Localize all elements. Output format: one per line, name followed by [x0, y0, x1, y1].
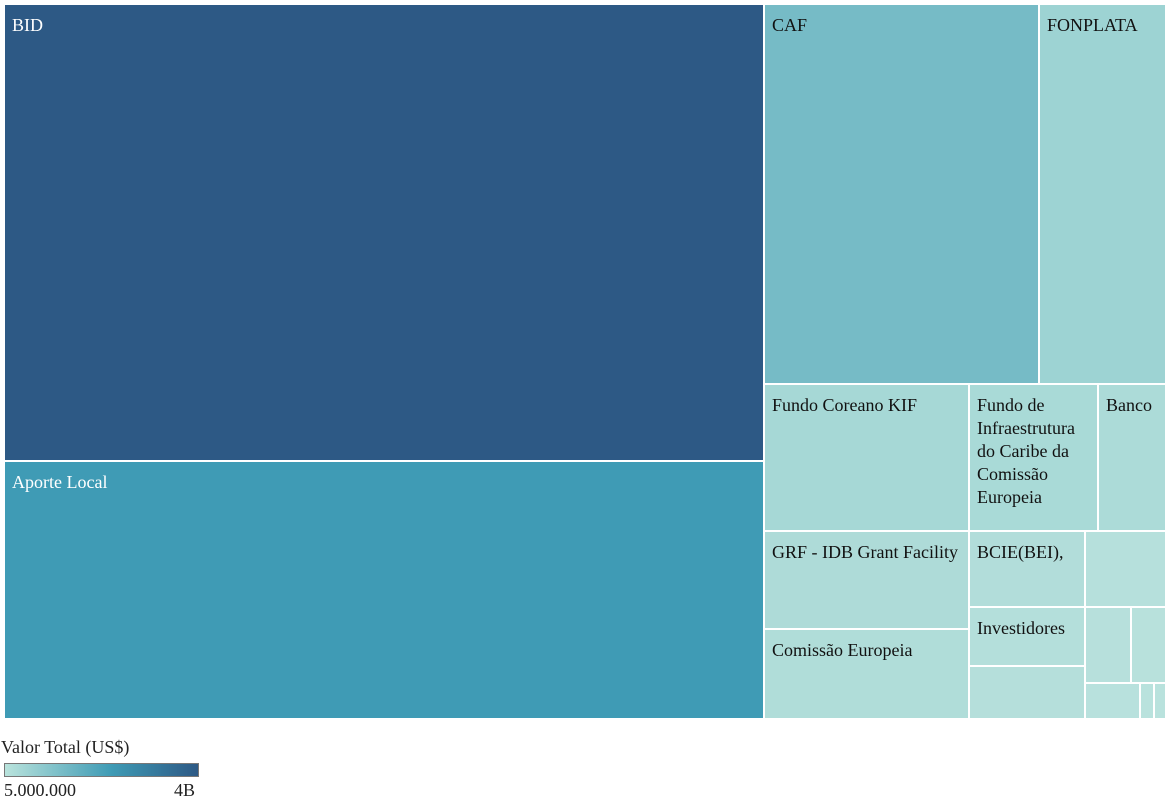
treemap-tile[interactable] [1085, 683, 1140, 719]
treemap-tile[interactable]: BID [4, 4, 764, 461]
tile-label: BCIE(BEI), [977, 542, 1064, 562]
treemap-tile[interactable]: CAF [764, 4, 1039, 384]
treemap-tile[interactable] [1085, 607, 1131, 683]
legend-color-bar [4, 763, 199, 777]
tile-label: Fundo de Infraestrutura do Caribe da Com… [977, 395, 1075, 507]
treemap: BID Aporte Local CAF FONPLATA Fundo Coreano … [4, 4, 1166, 719]
treemap-tile[interactable] [1154, 683, 1166, 719]
legend-title: Valor Total (US$) [1, 737, 130, 757]
treemap-tile[interactable]: Fundo Coreano KIF [764, 384, 969, 531]
tile-label: BID [12, 15, 43, 35]
treemap-tile[interactable]: FONPLATA [1039, 4, 1166, 384]
tile-label: GRF - IDB Grant Facility [772, 542, 958, 562]
treemap-tile[interactable]: BCIE(BEI), [969, 531, 1085, 607]
legend-min-label: 5.000.000 [4, 780, 76, 800]
legend-max-label: 4B [174, 780, 196, 800]
tile-label: Fundo Coreano KIF [772, 395, 917, 415]
tile-label: Investidores [977, 618, 1065, 638]
treemap-tile[interactable] [969, 666, 1085, 719]
tile-label: Comissão Europeia [772, 640, 913, 660]
treemap-tile[interactable]: Aporte Local [4, 461, 764, 719]
tile-label: FONPLATA [1047, 15, 1138, 35]
treemap-tile[interactable]: Fundo de Infraestrutura do Caribe da Com… [969, 384, 1098, 531]
tile-label: Aporte Local [12, 472, 108, 492]
tile-label: Banco [1106, 395, 1152, 415]
treemap-tile[interactable]: Banco [1098, 384, 1166, 531]
treemap-tile[interactable]: GRF - IDB Grant Facility [764, 531, 969, 629]
treemap-tile[interactable] [1131, 607, 1166, 683]
treemap-tile[interactable]: Investidores [969, 607, 1085, 666]
tile-label: CAF [772, 15, 808, 35]
treemap-tile[interactable] [1140, 683, 1154, 719]
treemap-tile[interactable]: Comissão Europeia [764, 629, 969, 719]
treemap-tile[interactable] [1085, 531, 1166, 607]
